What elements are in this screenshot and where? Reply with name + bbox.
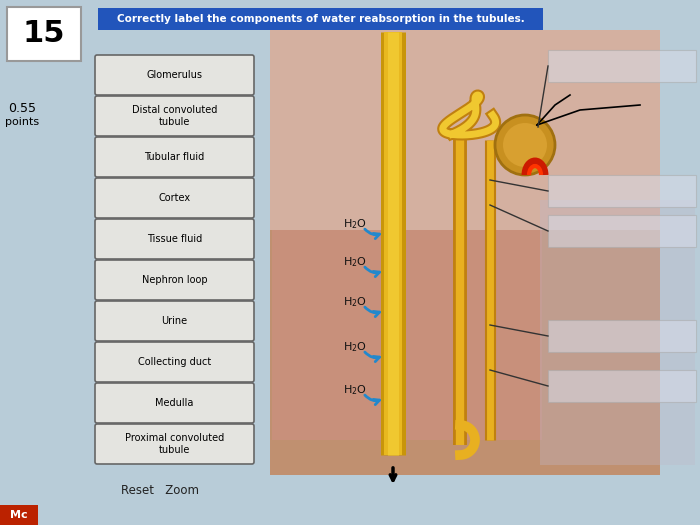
Circle shape — [495, 115, 555, 175]
FancyBboxPatch shape — [95, 260, 254, 300]
Bar — [0, 505, 38, 525]
FancyBboxPatch shape — [95, 342, 254, 382]
FancyBboxPatch shape — [95, 424, 254, 464]
Text: Cortex: Cortex — [158, 193, 190, 203]
Text: Mc: Mc — [10, 510, 28, 520]
Text: points: points — [5, 117, 39, 127]
Bar — [548, 215, 696, 247]
Bar — [548, 320, 696, 352]
Text: Tissue fluid: Tissue fluid — [147, 234, 202, 244]
FancyBboxPatch shape — [95, 137, 254, 177]
Bar — [548, 50, 696, 82]
Text: H$_2$O: H$_2$O — [343, 383, 367, 397]
Text: Nephron loop: Nephron loop — [141, 275, 207, 285]
FancyBboxPatch shape — [95, 55, 254, 95]
FancyBboxPatch shape — [95, 96, 254, 136]
Text: Glomerulus: Glomerulus — [146, 70, 202, 80]
Text: H$_2$O: H$_2$O — [343, 340, 367, 354]
Bar — [540, 200, 695, 465]
Text: Tubular fluid: Tubular fluid — [144, 152, 204, 162]
Text: H$_2$O: H$_2$O — [343, 295, 367, 309]
Text: Collecting duct: Collecting duct — [138, 357, 211, 367]
Text: Proximal convoluted
tubule: Proximal convoluted tubule — [125, 433, 224, 455]
Text: 0.55: 0.55 — [8, 101, 36, 114]
Text: Medulla: Medulla — [155, 398, 194, 408]
Circle shape — [503, 123, 547, 167]
FancyBboxPatch shape — [95, 178, 254, 218]
Text: 15: 15 — [22, 19, 65, 48]
Bar — [270, 230, 660, 475]
Bar — [270, 30, 660, 230]
Text: Reset   Zoom: Reset Zoom — [121, 484, 199, 497]
Text: Distal convoluted
tubule: Distal convoluted tubule — [132, 105, 217, 127]
Text: H$_2$O: H$_2$O — [343, 217, 367, 231]
Text: H$_2$O: H$_2$O — [343, 255, 367, 269]
FancyBboxPatch shape — [95, 383, 254, 423]
Bar — [272, 230, 542, 440]
Bar — [98, 8, 543, 30]
FancyBboxPatch shape — [95, 219, 254, 259]
FancyBboxPatch shape — [95, 301, 254, 341]
Text: Correctly label the components of water reabsorption in the tubules.: Correctly label the components of water … — [117, 14, 524, 24]
Bar — [548, 175, 696, 207]
Bar — [548, 370, 696, 402]
FancyBboxPatch shape — [7, 7, 81, 61]
Text: Urine: Urine — [162, 316, 188, 326]
